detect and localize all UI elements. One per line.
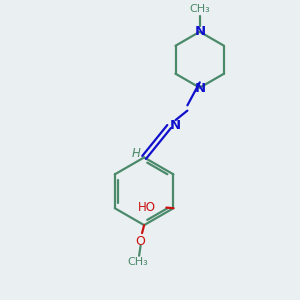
Text: CH₃: CH₃ [189, 4, 210, 14]
Text: N: N [194, 25, 206, 38]
Text: N: N [170, 119, 181, 132]
Text: HO: HO [138, 201, 156, 214]
Text: N: N [194, 82, 206, 95]
Text: O: O [136, 235, 146, 248]
Text: H: H [131, 147, 140, 161]
Text: CH₃: CH₃ [128, 256, 148, 267]
